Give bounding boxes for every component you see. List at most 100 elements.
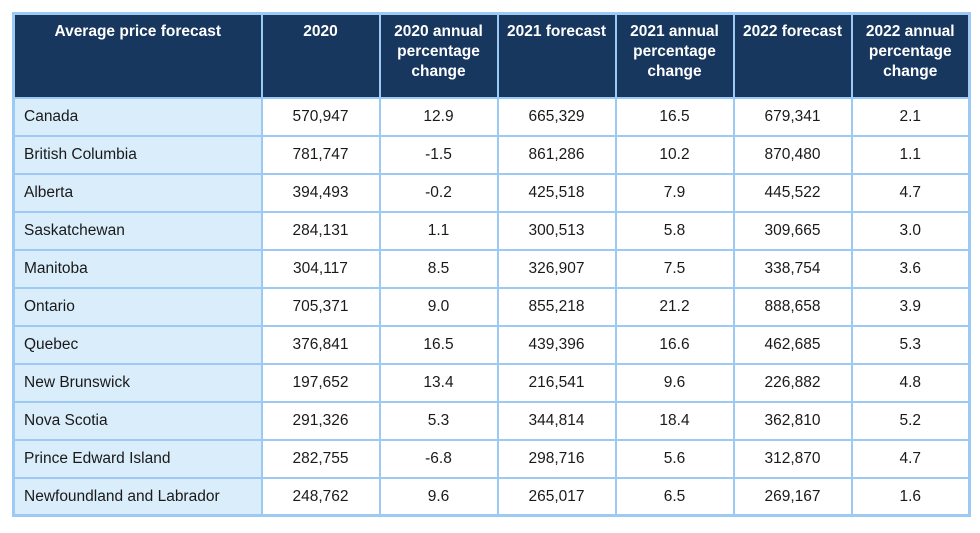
value-cell: 3.9 <box>850 286 971 327</box>
value-cell: 781,747 <box>260 134 381 175</box>
value-cell: 21.2 <box>614 286 735 327</box>
table-header: Average price forecast 2020 2020 annual pe… <box>12 12 971 99</box>
table-row: Manitoba 304,117 8.5 326,907 7.5 338,754 3.6 <box>12 248 971 289</box>
value-cell: 16.5 <box>378 324 499 365</box>
region-label: Ontario <box>12 286 263 327</box>
value-cell: 16.5 <box>614 96 735 137</box>
value-cell: 870,480 <box>732 134 853 175</box>
table-row: Newfoundland and Labrador 248,762 9.6 265,0… <box>12 476 971 517</box>
column-header: 2020 <box>260 12 381 99</box>
region-label: Alberta <box>12 172 263 213</box>
value-cell: 8.5 <box>378 248 499 289</box>
value-cell: 855,218 <box>496 286 617 327</box>
value-cell: 7.9 <box>614 172 735 213</box>
table-body: Canada 570,947 12.9 665,329 16.5 679,341 2.1 Br… <box>12 96 971 517</box>
value-cell: 362,810 <box>732 400 853 441</box>
value-cell: 1.6 <box>850 476 971 517</box>
table-row: British Columbia 781,747 -1.5 861,286 10.2 87… <box>12 134 971 175</box>
value-cell: 13.4 <box>378 362 499 403</box>
value-cell: 861,286 <box>496 134 617 175</box>
value-cell: 6.5 <box>614 476 735 517</box>
value-cell: 309,665 <box>732 210 853 251</box>
region-label: Newfoundland and Labrador <box>12 476 263 517</box>
table-row: Nova Scotia 291,326 5.3 344,814 18.4 362,810 5… <box>12 400 971 441</box>
table-row: Saskatchewan 284,131 1.1 300,513 5.8 309,665 3… <box>12 210 971 251</box>
value-cell: 197,652 <box>260 362 381 403</box>
region-label: Quebec <box>12 324 263 365</box>
value-cell: 1.1 <box>378 210 499 251</box>
value-cell: 3.0 <box>850 210 971 251</box>
value-cell: -1.5 <box>378 134 499 175</box>
value-cell: 570,947 <box>260 96 381 137</box>
value-cell: 5.8 <box>614 210 735 251</box>
region-label: Nova Scotia <box>12 400 263 441</box>
column-header: 2022 annual percentage change <box>850 12 971 99</box>
value-cell: 226,882 <box>732 362 853 403</box>
region-label: Manitoba <box>12 248 263 289</box>
value-cell: 9.6 <box>378 476 499 517</box>
value-cell: 425,518 <box>496 172 617 213</box>
value-cell: 7.5 <box>614 248 735 289</box>
value-cell: 10.2 <box>614 134 735 175</box>
value-cell: -0.2 <box>378 172 499 213</box>
value-cell: 462,685 <box>732 324 853 365</box>
value-cell: 265,017 <box>496 476 617 517</box>
value-cell: 12.9 <box>378 96 499 137</box>
value-cell: 269,167 <box>732 476 853 517</box>
value-cell: 679,341 <box>732 96 853 137</box>
column-header: 2020 annual percentage change <box>378 12 499 99</box>
value-cell: 1.1 <box>850 134 971 175</box>
value-cell: 300,513 <box>496 210 617 251</box>
value-cell: 439,396 <box>496 324 617 365</box>
value-cell: 9.6 <box>614 362 735 403</box>
column-header: 2021 forecast <box>496 12 617 99</box>
column-header: 2021 annual percentage change <box>614 12 735 99</box>
region-label: Canada <box>12 96 263 137</box>
value-cell: 2.1 <box>850 96 971 137</box>
region-label: New Brunswick <box>12 362 263 403</box>
region-label: Prince Edward Island <box>12 438 263 479</box>
table-row: Ontario 705,371 9.0 855,218 21.2 888,658 3.9 <box>12 286 971 327</box>
value-cell: 4.8 <box>850 362 971 403</box>
value-cell: 304,117 <box>260 248 381 289</box>
table-row: Prince Edward Island 282,755 -6.8 298,716 5.… <box>12 438 971 479</box>
value-cell: 18.4 <box>614 400 735 441</box>
region-label: Saskatchewan <box>12 210 263 251</box>
value-cell: 5.6 <box>614 438 735 479</box>
value-cell: 216,541 <box>496 362 617 403</box>
value-cell: 16.6 <box>614 324 735 365</box>
region-label: British Columbia <box>12 134 263 175</box>
value-cell: 291,326 <box>260 400 381 441</box>
value-cell: 665,329 <box>496 96 617 137</box>
value-cell: 4.7 <box>850 438 971 479</box>
value-cell: 344,814 <box>496 400 617 441</box>
column-header: Average price forecast <box>12 12 263 99</box>
value-cell: 9.0 <box>378 286 499 327</box>
value-cell: 5.2 <box>850 400 971 441</box>
value-cell: 3.6 <box>850 248 971 289</box>
value-cell: 312,870 <box>732 438 853 479</box>
value-cell: 282,755 <box>260 438 381 479</box>
value-cell: 326,907 <box>496 248 617 289</box>
value-cell: 5.3 <box>850 324 971 365</box>
table-row: Canada 570,947 12.9 665,329 16.5 679,341 2.1 <box>12 96 971 137</box>
price-forecast-table-container: Average price forecast 2020 2020 annual pe… <box>12 12 971 517</box>
value-cell: 298,716 <box>496 438 617 479</box>
value-cell: 284,131 <box>260 210 381 251</box>
value-cell: -6.8 <box>378 438 499 479</box>
price-forecast-table: Average price forecast 2020 2020 annual pe… <box>12 12 971 517</box>
table-row: Quebec 376,841 16.5 439,396 16.6 462,685 5.3 <box>12 324 971 365</box>
value-cell: 4.7 <box>850 172 971 213</box>
value-cell: 445,522 <box>732 172 853 213</box>
value-cell: 376,841 <box>260 324 381 365</box>
value-cell: 888,658 <box>732 286 853 327</box>
column-header: 2022 forecast <box>732 12 853 99</box>
value-cell: 248,762 <box>260 476 381 517</box>
value-cell: 5.3 <box>378 400 499 441</box>
value-cell: 338,754 <box>732 248 853 289</box>
header-row: Average price forecast 2020 2020 annual pe… <box>12 12 971 99</box>
value-cell: 705,371 <box>260 286 381 327</box>
value-cell: 394,493 <box>260 172 381 213</box>
table-row: New Brunswick 197,652 13.4 216,541 9.6 226,88… <box>12 362 971 403</box>
table-row: Alberta 394,493 -0.2 425,518 7.9 445,522 4.7 <box>12 172 971 213</box>
